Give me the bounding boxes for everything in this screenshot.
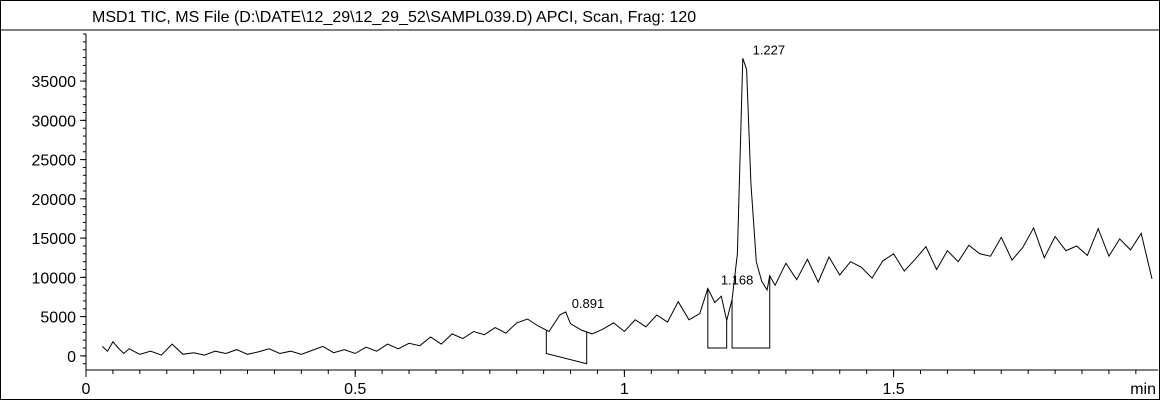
y-tick-label: 30000 [32,113,77,130]
x-tick-label: 0.5 [344,381,366,398]
y-tick-label: 15000 [32,231,77,248]
integration-region [545,330,588,365]
y-tick-label: 20000 [32,192,77,209]
y-tick-label: 5000 [40,310,76,327]
y-tick-label: 0 [67,349,76,366]
tic-series-line [101,58,1153,356]
peak-retention-label: 0.891 [572,296,605,311]
chart-title: MSD1 TIC, MS File (D:\DATE\12_29\12_29_5… [92,9,696,26]
peak-retention-label: 1.168 [721,272,754,287]
y-tick-label: 10000 [32,270,77,287]
peak-retention-label: 1.227 [753,42,786,57]
peak-labels: 1.227 1.168 0.891 [572,42,785,311]
x-tick-label: 1.5 [882,381,904,398]
y-tick-label: 35000 [32,74,77,91]
x-axis-unit-label: min [1130,381,1156,398]
signal-trace [101,58,1153,356]
axes: 0 5000 10000 15000 20000 25000 30000 35000 0 0.5 1… [32,33,1158,398]
x-tick-label: 1 [620,381,629,398]
x-tick-label: 0 [82,381,91,398]
integration-region [731,275,771,349]
y-tick-label: 25000 [32,153,77,170]
integration-regions [545,275,771,365]
integration-region [707,288,728,349]
